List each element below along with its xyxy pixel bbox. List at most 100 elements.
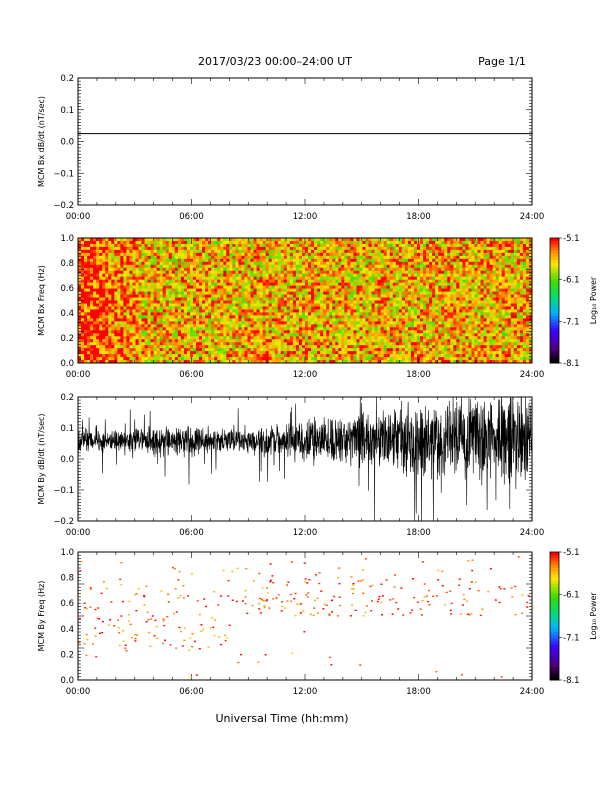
spectrogram-cell [407, 270, 412, 275]
spectrogram-cell [229, 336, 233, 340]
spectrogram-cell [380, 249, 385, 254]
spectrogram-cell [93, 238, 97, 242]
spectrogram-cell [147, 351, 152, 355]
spectrogram-cell [259, 312, 264, 316]
spectrogram-cell [283, 261, 288, 266]
spectrogram-cell [105, 321, 109, 325]
spectrogram-cell [368, 351, 372, 355]
spectrogram-cell [253, 273, 257, 278]
spectrogram-cell [295, 246, 300, 251]
spectrogram-cell [208, 288, 212, 292]
spectrogram-cell [301, 312, 306, 316]
spectrogram-cell [292, 309, 297, 313]
spectrogram-cell [353, 303, 357, 307]
spectrogram-cell [344, 291, 348, 295]
spectrogram-cell [271, 321, 276, 325]
spectrogram-cell [114, 333, 118, 337]
spectrogram-cell [241, 276, 245, 281]
spectrogram-cell [78, 300, 82, 304]
spectrogram-cell [380, 252, 385, 257]
spectrogram-cell [301, 264, 306, 269]
spectrogram-cell [135, 336, 139, 340]
spectrogram-cell [298, 270, 303, 275]
spectrogram-cell [93, 276, 97, 281]
spectrogram-cell [253, 258, 257, 263]
spectrogram-cell [362, 306, 366, 310]
spectrogram-cell [132, 357, 136, 361]
spectrogram-cell [377, 270, 382, 275]
spectrogram-cell [202, 243, 206, 248]
spectrogram-cell [410, 264, 415, 269]
spectrogram-cell [144, 258, 149, 263]
spectrogram-cell [78, 258, 82, 263]
spectrogram-cell [320, 306, 324, 310]
spectrogram-cell [347, 333, 351, 337]
spectrogram-cell [356, 348, 360, 352]
spectrogram-cell [84, 285, 88, 289]
spectrogram-cell [326, 297, 330, 301]
spectrogram-cell [102, 255, 106, 260]
spectrogram-cell [108, 306, 112, 310]
spectrogram-cell [289, 264, 294, 269]
spectrogram-cell [271, 360, 276, 364]
spectrogram-cell [347, 270, 351, 275]
spectrogram-cell [214, 321, 218, 325]
spectrogram-cell [93, 315, 97, 319]
spectrogram-cell [377, 246, 382, 251]
spectrogram-cell [423, 258, 427, 263]
spectrogram-cell [180, 309, 185, 313]
spectrogram-cell [186, 327, 191, 331]
spectrogram-cell [401, 339, 406, 343]
spectrogram-cell [214, 249, 218, 254]
spectrogram-cell [96, 267, 100, 272]
spectrogram-cell [374, 315, 379, 319]
spectrogram-cell [326, 312, 330, 316]
spectrogram-cell [183, 303, 188, 307]
spectrogram-cell [84, 300, 88, 304]
spectrogram-cell [410, 252, 415, 257]
spectrogram-cell [120, 357, 124, 361]
spectrogram-cell [317, 303, 321, 307]
spectrogram-cell [117, 330, 121, 334]
spectrogram-cell [247, 243, 251, 248]
spectrogram-cell [102, 303, 106, 307]
spectrogram-cell [102, 294, 106, 298]
spectrogram-cell [320, 264, 324, 269]
spectrogram-cell [205, 336, 209, 340]
spectrogram-cell [314, 243, 318, 248]
spectrogram-cell [320, 309, 324, 313]
spectrogram-cell [320, 327, 324, 331]
spectrogram-cell [274, 261, 279, 266]
spectrogram-cell [186, 297, 191, 301]
spectrogram-cell [380, 291, 385, 295]
spectrogram-cell [223, 288, 227, 292]
spectrogram-cell [259, 267, 264, 272]
spectrogram-cell [271, 238, 276, 242]
spectrogram-cell [84, 315, 88, 319]
spectrogram-cell [338, 240, 342, 245]
spectrogram-cell [174, 282, 179, 287]
spectrogram-cell [359, 354, 363, 358]
spectrogram-cell [156, 300, 161, 304]
spectrogram-cell [420, 306, 424, 310]
spectrogram-cell [289, 315, 294, 319]
spectrogram-cell [220, 270, 224, 275]
spectrogram-cell [350, 258, 354, 263]
spectrogram-cell [332, 336, 336, 340]
spectrogram-cell [156, 276, 161, 281]
spectrogram-cell [359, 261, 363, 266]
spectrogram-cell [323, 240, 327, 245]
spectrogram-cell [311, 324, 315, 328]
spectrogram-cell [78, 261, 82, 266]
spectrogram-cell [193, 339, 197, 343]
spectrogram-cell [329, 303, 333, 307]
spectrogram-cell [383, 288, 388, 292]
spectrogram-cell [338, 279, 342, 284]
spectrogram-cell [117, 318, 121, 322]
spectrogram-cell [123, 324, 127, 328]
spectrogram-cell [326, 321, 330, 325]
spectrogram-cell [374, 243, 379, 248]
spectrogram-cell [126, 324, 130, 328]
spectrogram-cell [126, 315, 130, 319]
spectrogram-cell [81, 255, 85, 260]
